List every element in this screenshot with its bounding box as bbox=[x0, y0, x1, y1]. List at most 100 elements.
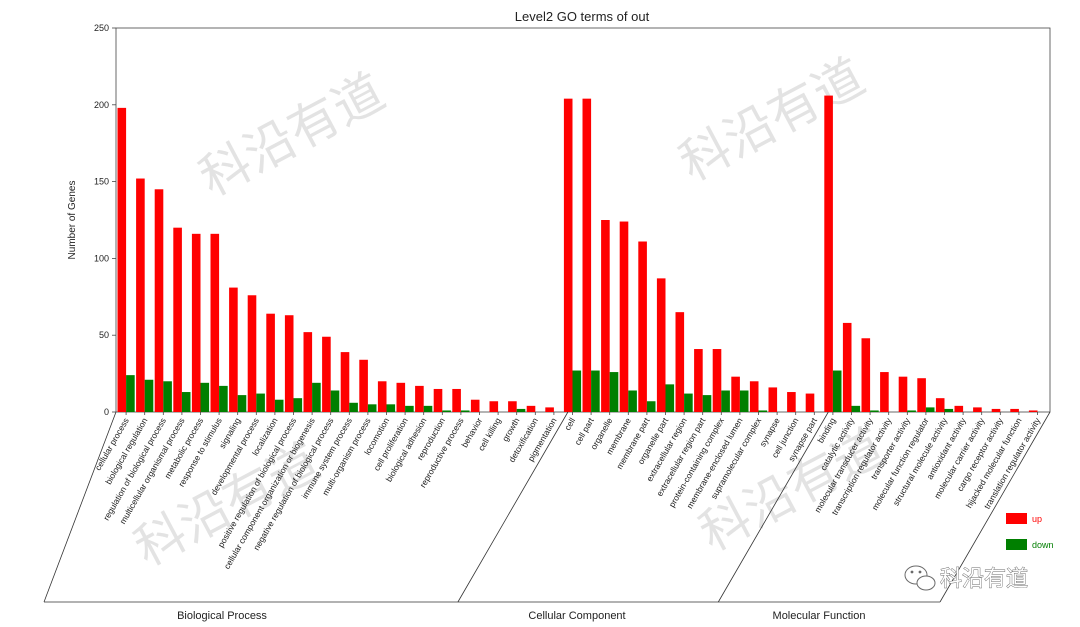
legend-swatch-up bbox=[1006, 513, 1027, 524]
bar-up-antioxidant-activity bbox=[954, 405, 964, 412]
bar-down-transporter-activity bbox=[907, 410, 916, 412]
bar-up-biological-regulation bbox=[136, 178, 145, 412]
bar-down-cell-proliferation bbox=[405, 405, 414, 412]
bar-up-negative-regulation-of-biological-process bbox=[322, 336, 331, 412]
group-divider bbox=[457, 411, 569, 603]
bar-down-biological-regulation bbox=[144, 379, 154, 412]
y-tick-label: 250 bbox=[94, 23, 109, 33]
bar-down-multicellular-organismal-process bbox=[181, 392, 191, 412]
brand-text: 科沿有道 bbox=[940, 567, 1028, 592]
bar-up-developmental-process bbox=[247, 295, 257, 412]
bar-down-cell bbox=[572, 370, 582, 412]
bar-down-binding bbox=[832, 370, 842, 412]
bar-down-reproduction bbox=[442, 410, 451, 412]
bar-up-pigmentation bbox=[545, 407, 554, 412]
bar-up-molecular-carrier-activity bbox=[973, 407, 982, 412]
bar-up-protein-containing-complex bbox=[712, 349, 722, 412]
legend-swatch-down bbox=[1006, 539, 1027, 550]
y-axis-label: Number of Genes bbox=[67, 181, 78, 260]
bar-up-extracellular-region-part bbox=[694, 349, 703, 412]
bar-up-transcription-regulator-activity bbox=[880, 372, 889, 412]
bar-down-catalytic-activity bbox=[851, 405, 861, 412]
bar-up-translation-regulator-activity bbox=[1028, 410, 1038, 412]
bar-up-supramolecular-complex bbox=[749, 381, 759, 412]
group-axis: Biological Process Cellular Component Mole… bbox=[43, 411, 1051, 622]
bar-down-positive-regulation-of-biological-process bbox=[293, 398, 303, 412]
legend-label-down: down bbox=[1032, 540, 1054, 550]
bar-down-localization bbox=[274, 399, 284, 412]
legend-label-up: up bbox=[1032, 514, 1042, 524]
bar-down-membrane-enclosed-lumen bbox=[739, 390, 749, 412]
bar-up-cell-part bbox=[582, 98, 592, 412]
bar-down-structural-molecule-activity bbox=[944, 408, 954, 412]
group-label-biological-process: Biological Process bbox=[177, 610, 267, 622]
y-tick-label: 0 bbox=[104, 407, 109, 417]
bar-up-behavior bbox=[470, 399, 480, 412]
bar-up-transporter-activity bbox=[898, 376, 908, 412]
bar-down-cellular-component-organization-or-biogenesis bbox=[312, 382, 321, 412]
bar-up-growth bbox=[508, 401, 517, 412]
bar-up-locomotion bbox=[377, 381, 387, 412]
bar-down-signaling bbox=[237, 395, 247, 412]
bar-up-response-to-stimulus bbox=[210, 233, 220, 412]
bar-up-cell bbox=[563, 98, 573, 412]
bar-down-negative-regulation-of-biological-process bbox=[330, 390, 340, 412]
bar-up-cellular-process bbox=[117, 107, 127, 412]
bar-up-regulation-of-biological-process bbox=[154, 189, 164, 412]
bar-up-multicellular-organismal-process bbox=[173, 227, 182, 412]
bar-down-extracellular-region-part bbox=[702, 395, 712, 412]
bar-down-locomotion bbox=[386, 404, 396, 412]
bar-up-immune-system-process bbox=[340, 352, 350, 412]
y-tick-label: 50 bbox=[99, 330, 109, 340]
bar-up-binding bbox=[824, 95, 833, 413]
bar-down-supramolecular-complex bbox=[758, 410, 768, 412]
group-divider bbox=[939, 411, 1051, 603]
bar-up-reproductive-process bbox=[452, 388, 461, 412]
bar-up-organelle bbox=[601, 220, 610, 412]
bar-down-growth bbox=[516, 408, 526, 412]
bar-up-hijacked-molecular-function bbox=[1010, 408, 1019, 412]
bar-up-cargo-receptor-activity bbox=[991, 408, 1001, 412]
bar-up-molecular-transducer-activity bbox=[861, 338, 871, 412]
bar-down-reproductive-process bbox=[460, 410, 470, 412]
bar-up-cellular-component-organization-or-biogenesis bbox=[303, 332, 313, 412]
bar-up-synapse bbox=[768, 387, 778, 412]
bar-up-catalytic-activity bbox=[842, 322, 852, 412]
bar-up-extracellular-region bbox=[675, 312, 685, 412]
bar-down-developmental-process bbox=[256, 393, 265, 412]
bar-up-biological-adhesion bbox=[415, 385, 424, 412]
bar-down-immune-system-process bbox=[349, 402, 358, 412]
bar-down-multi-organism-process bbox=[367, 404, 377, 412]
bar-up-membrane bbox=[619, 221, 629, 412]
bar-up-molecular-function-regulator bbox=[917, 378, 926, 412]
chart-title: Level2 GO terms of out bbox=[515, 9, 650, 24]
bar-up-structural-molecule-activity bbox=[935, 398, 945, 412]
bar-up-metabolic-process bbox=[191, 233, 201, 412]
bar-down-membrane bbox=[628, 390, 637, 412]
bar-down-biological-adhesion bbox=[423, 405, 433, 412]
watermark-text: 科沿有道 bbox=[190, 62, 394, 207]
group-divider bbox=[717, 411, 829, 603]
bar-up-localization bbox=[266, 313, 275, 412]
bar-series bbox=[117, 95, 1038, 413]
bar-up-cell-proliferation bbox=[396, 382, 406, 412]
bar-down-regulation-of-biological-process bbox=[163, 381, 172, 412]
bar-up-membrane-part bbox=[638, 241, 647, 412]
y-tick-label: 150 bbox=[94, 177, 109, 187]
group-divider bbox=[43, 411, 117, 603]
legend: up down bbox=[1006, 513, 1054, 550]
bar-down-metabolic-process bbox=[200, 382, 210, 412]
bar-down-molecular-transducer-activity bbox=[870, 410, 879, 412]
bar-up-organelle-part bbox=[656, 278, 666, 412]
bar-down-response-to-stimulus bbox=[219, 385, 228, 412]
wechat-icon bbox=[904, 565, 936, 591]
watermark-text: 科沿有道 bbox=[670, 47, 874, 192]
bar-down-protein-containing-complex bbox=[721, 390, 730, 412]
bar-up-synapse-part bbox=[805, 393, 815, 412]
bar-up-detoxification bbox=[526, 405, 536, 412]
bar-up-signaling bbox=[229, 287, 238, 412]
bar-down-cellular-process bbox=[126, 375, 135, 412]
bar-down-membrane-part bbox=[646, 401, 656, 412]
y-axis: 0 50 100 150 200 250 bbox=[94, 23, 116, 417]
